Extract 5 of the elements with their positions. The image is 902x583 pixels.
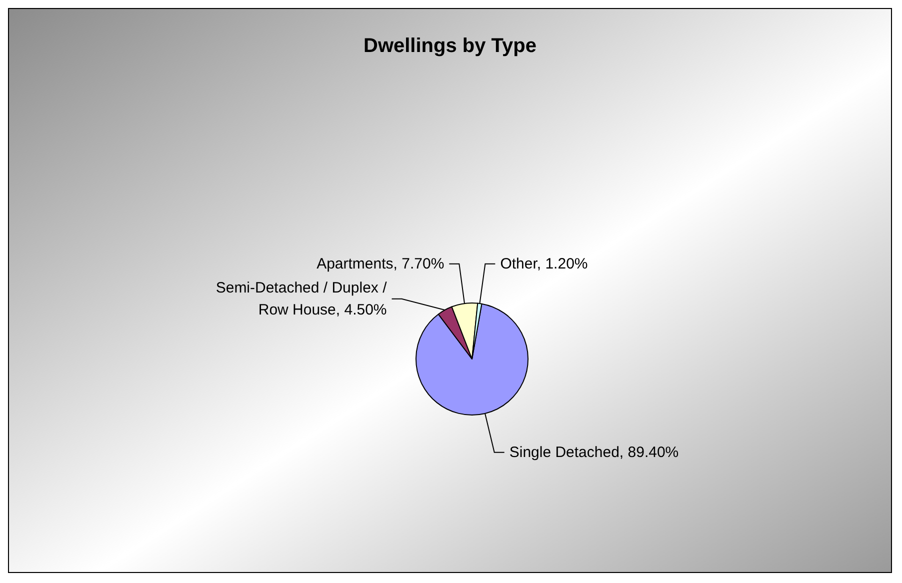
chart-title: Dwellings by Type bbox=[364, 35, 536, 57]
slice-label: Semi-Detached / Duplex / Row House, 4.50% bbox=[216, 279, 388, 318]
slice-label: Other, 1.20% bbox=[500, 255, 588, 272]
slice-label: Single Detached, 89.40% bbox=[509, 444, 679, 461]
slice-label: Apartments, 7.70% bbox=[316, 255, 444, 272]
